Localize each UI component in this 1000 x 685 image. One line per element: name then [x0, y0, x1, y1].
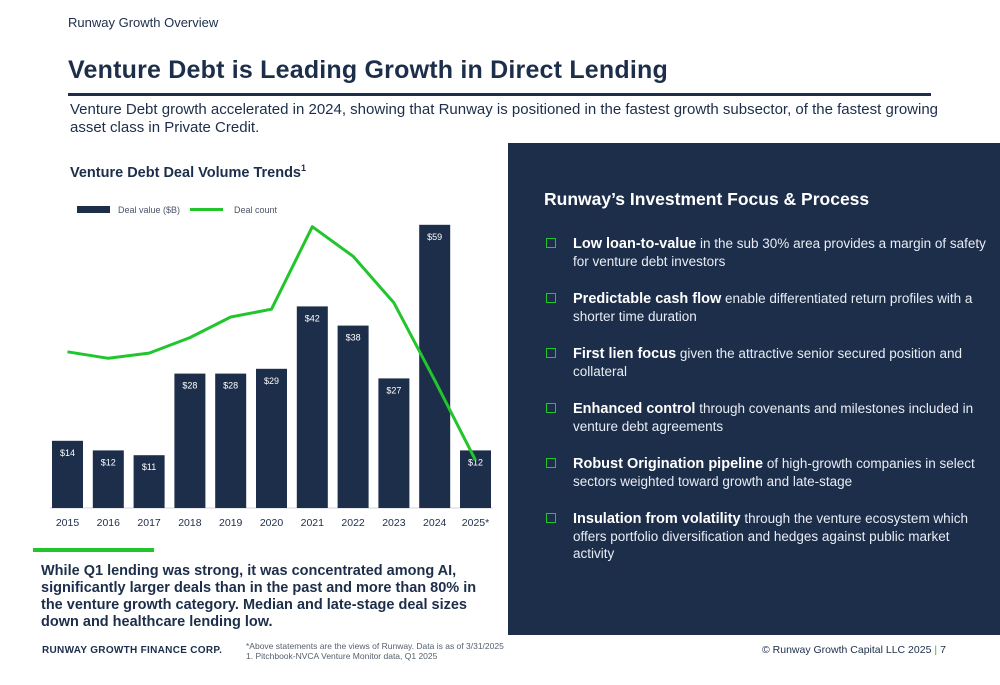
x-tick-label-2018: 2018	[178, 517, 202, 529]
bar-2019	[215, 373, 247, 508]
focus-item-text: enable differentiated return profiles wi…	[573, 291, 973, 324]
focus-item-lead: Enhanced control	[573, 401, 696, 417]
page-subtitle: Venture Debt growth accelerated in 2024,…	[70, 101, 939, 136]
focus-item-text: given the attractive senior secured posi…	[573, 346, 963, 379]
footnotes: *Above statements are the views of Runwa…	[246, 641, 504, 661]
checkbox-bullet-icon	[546, 348, 556, 358]
bar-label-2017: $11	[142, 462, 156, 472]
bar-2016	[92, 450, 124, 508]
bar-label-2021: $42	[305, 313, 320, 323]
bar-label-2018: $28	[182, 381, 197, 391]
chart-title: Venture Debt Deal Volume Trends1	[70, 163, 306, 181]
x-tick-label-2024: 2024	[423, 517, 447, 529]
focus-item-lead: Robust Origination pipeline	[573, 456, 764, 472]
bar-2021	[296, 306, 328, 508]
x-tick-label-2025*: 2025*	[462, 517, 489, 529]
callout-accent-line	[33, 548, 154, 552]
focus-item-lead: Low loan-to-value	[573, 236, 697, 252]
bar-label-2023: $27	[386, 385, 401, 395]
legend-swatch-deal-value	[77, 206, 110, 213]
section-eyebrow: Runway Growth Overview	[68, 15, 219, 30]
page-number: 7	[940, 644, 946, 656]
footer-separator: |	[934, 644, 938, 656]
deal-volume-chart: Deal value ($B) Deal count $14 2015 $12 2016 $…	[50, 205, 493, 529]
focus-item-lead: Predictable cash flow	[573, 291, 722, 307]
bar-2018	[174, 373, 206, 508]
copyright-text: © Runway Growth Capital LLC 2025	[762, 644, 932, 656]
checkbox-bullet-icon	[546, 458, 556, 468]
bar-2022	[337, 325, 369, 508]
legend-label-deal-count: Deal count	[234, 205, 278, 215]
bar-2017	[133, 455, 165, 508]
checkbox-bullet-icon	[546, 293, 556, 303]
chart-title-text: Venture Debt Deal Volume Trends	[70, 164, 301, 181]
x-tick-label-2015: 2015	[56, 517, 80, 529]
bar-2020	[256, 368, 287, 508]
bar-label-2020: $29	[264, 376, 279, 386]
x-tick-label-2016: 2016	[97, 517, 121, 529]
checkbox-bullet-icon	[546, 238, 556, 248]
footnote-disclaimer: *Above statements are the views of Runwa…	[246, 641, 504, 651]
bar-label-2022: $38	[346, 333, 361, 343]
bar-label-2024: $59	[427, 232, 442, 242]
focus-item-first-lien: First lien focus given the attractive se…	[546, 345, 986, 400]
callout-text: While Q1 lending was strong, it was conc…	[41, 563, 477, 630]
footer-company: RUNWAY GROWTH FINANCE CORP.	[42, 645, 223, 656]
focus-item-text: through the venture ecosystem which offe…	[573, 511, 968, 561]
checkbox-bullet-icon	[546, 513, 556, 523]
investment-focus-panel: Runway’s Investment Focus & Process Low …	[508, 143, 1000, 635]
focus-item-insulation: Insulation from volatility through the v…	[546, 510, 986, 565]
focus-item-text: in the sub 30% area provides a margin of…	[573, 236, 986, 269]
focus-item-low-ltv: Low loan-to-value in the sub 30% area pr…	[546, 235, 986, 290]
checkbox-bullet-icon	[546, 403, 556, 413]
focus-item-lead: Insulation from volatility	[573, 511, 741, 527]
bar-label-2025*: $12	[468, 457, 483, 467]
page-title: Venture Debt is Leading Growth in Direct…	[68, 56, 668, 84]
bar-2024	[419, 224, 451, 509]
footer-copyright-block: © Runway Growth Capital LLC 2025 | 7	[762, 644, 946, 656]
x-tick-label-2020: 2020	[260, 517, 284, 529]
title-divider	[68, 93, 931, 96]
bar-label-2016: $12	[101, 457, 116, 467]
x-tick-label-2019: 2019	[219, 517, 243, 529]
legend-label-deal-value: Deal value ($B)	[118, 205, 180, 215]
deal-count-line	[67, 225, 477, 461]
focus-item-origination: Robust Origination pipeline of high-grow…	[546, 455, 986, 510]
focus-item-control: Enhanced control through covenants and m…	[546, 400, 986, 455]
focus-item-cash-flow: Predictable cash flow enable differentia…	[546, 290, 986, 345]
x-tick-label-2023: 2023	[382, 517, 406, 529]
panel-title: Runway’s Investment Focus & Process	[544, 189, 870, 209]
bar-2023	[378, 378, 410, 508]
bar-2015	[52, 440, 83, 508]
bar-label-2019: $28	[223, 381, 238, 391]
focus-list: Low loan-to-value in the sub 30% area pr…	[546, 235, 986, 565]
x-tick-label-2022: 2022	[341, 517, 365, 529]
focus-item-text: of high-growth companies in select secto…	[573, 456, 975, 489]
x-tick-label-2017: 2017	[137, 517, 161, 529]
bar-label-2015: $14	[60, 448, 75, 458]
footnote-source: 1. Pitchbook-NVCA Venture Monitor data, …	[246, 651, 438, 661]
chart-title-footnote-marker: 1	[301, 163, 307, 173]
x-tick-label-2021: 2021	[301, 517, 325, 529]
focus-item-text: through covenants and milestones include…	[573, 401, 974, 434]
focus-item-lead: First lien focus	[573, 346, 677, 362]
